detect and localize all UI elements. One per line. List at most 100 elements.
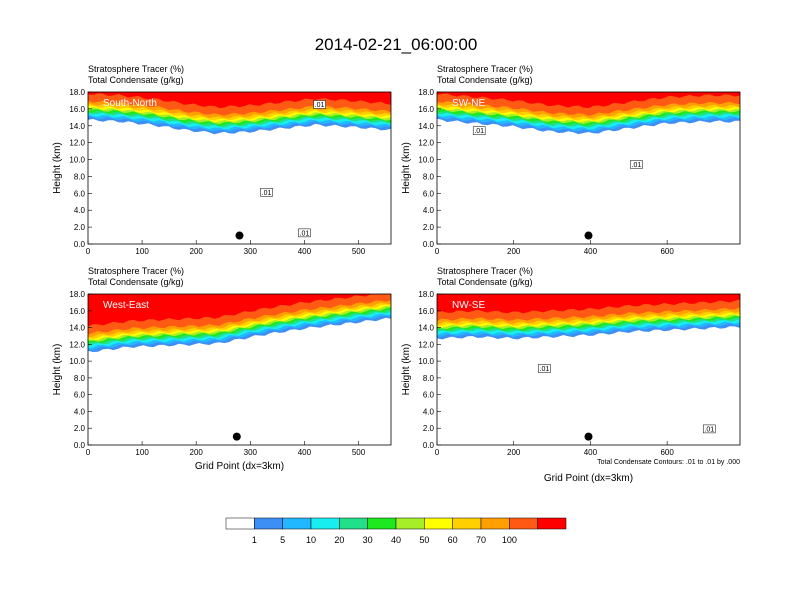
colorbar-swatch <box>480 517 510 530</box>
x-tick-label: 200 <box>190 247 204 256</box>
field-label-tracer: Stratosphere Tracer (%) <box>88 266 184 276</box>
panel-name: West-East <box>103 300 149 311</box>
x-tick-label: 0 <box>435 448 440 457</box>
y-tick-label: 0.0 <box>423 240 435 249</box>
contour-label: .01 <box>474 128 484 135</box>
x-tick-label: 600 <box>660 247 674 256</box>
colorbar-label: 60 <box>448 535 458 545</box>
colorbar-swatch <box>395 517 425 530</box>
y-tick-label: 16.0 <box>69 105 85 114</box>
figure-title: 2014-02-21_06:00:00 <box>315 35 478 54</box>
y-tick-label: 18.0 <box>418 290 434 299</box>
location-dot <box>235 231 244 240</box>
y-tick-label: 12.0 <box>69 340 85 349</box>
y-tick-label: 2.0 <box>423 223 435 232</box>
y-tick-label: 8.0 <box>74 374 86 383</box>
y-tick-label: 10.0 <box>69 357 85 366</box>
location-dot <box>584 231 593 240</box>
plot-frame <box>436 91 741 245</box>
y-tick-label: 14.0 <box>418 122 434 131</box>
colorbar-swatch <box>452 517 482 530</box>
tracer-band-11 <box>437 294 740 314</box>
y-tick-label: 16.0 <box>69 307 85 316</box>
colorbar-swatch <box>424 517 453 530</box>
x-tick-label: 500 <box>352 247 366 256</box>
x-tick-label: 100 <box>135 247 149 256</box>
x-tick-label: 0 <box>86 448 91 457</box>
contour-label: .01 <box>704 426 714 433</box>
plot-frame <box>436 293 741 446</box>
y-tick-label: 2.0 <box>423 424 435 433</box>
plot-frame <box>87 91 392 245</box>
colorbar-swatch <box>537 517 567 530</box>
tracer-band-11 <box>88 92 391 108</box>
x-tick-label: 200 <box>507 448 521 457</box>
x-axis-label: Grid Point (dx=3km) <box>544 473 633 484</box>
x-tick-label: 300 <box>244 448 258 457</box>
field-label-tracer: Stratosphere Tracer (%) <box>88 64 184 74</box>
location-dot <box>584 432 593 441</box>
y-tick-label: 4.0 <box>423 206 435 215</box>
x-tick-label: 500 <box>352 448 366 457</box>
colorbar-swatch <box>254 517 283 530</box>
y-axis-label: Height (km) <box>52 344 63 396</box>
colorbar-label: 50 <box>419 535 429 545</box>
y-tick-label: 14.0 <box>69 122 85 131</box>
y-tick-label: 8.0 <box>423 374 435 383</box>
contour-label: .01 <box>315 102 325 109</box>
y-axis-label: Height (km) <box>401 142 412 194</box>
colorbar-swatch <box>225 517 255 530</box>
y-tick-label: 10.0 <box>418 156 434 165</box>
y-tick-label: 2.0 <box>74 424 86 433</box>
contour-label-box <box>703 424 716 434</box>
contour-label-box <box>298 228 311 238</box>
tracer-field <box>437 92 740 244</box>
colorbar-label: 5 <box>280 535 285 545</box>
y-tick-label: 6.0 <box>423 189 435 198</box>
x-tick-label: 0 <box>86 247 91 256</box>
colorbar: 1 5 10 20 30 40 50 60 70 100 <box>225 517 567 545</box>
contour-note: Total Condensate Contours: .01 to .01 by… <box>597 459 740 466</box>
field-label-condensate: Total Condensate (g/kg) <box>88 277 184 287</box>
contour-label: .01 <box>540 366 550 373</box>
field-label-tracer: Stratosphere Tracer (%) <box>437 266 533 276</box>
colorbar-label: 20 <box>334 535 344 545</box>
colorbar-swatch <box>509 517 538 530</box>
x-tick-label: 400 <box>584 448 598 457</box>
field-label-condensate: Total Condensate (g/kg) <box>88 75 184 85</box>
panel-name: NW-SE <box>452 300 485 311</box>
y-tick-label: 12.0 <box>418 340 434 349</box>
y-tick-label: 8.0 <box>423 172 435 181</box>
y-tick-label: 10.0 <box>418 357 434 366</box>
contour-label-box <box>313 100 326 109</box>
field-label-condensate: Total Condensate (g/kg) <box>437 277 533 287</box>
x-tick-label: 100 <box>135 448 149 457</box>
contour-label-box <box>472 126 486 135</box>
y-tick-label: 14.0 <box>69 324 85 333</box>
y-tick-label: 4.0 <box>74 206 86 215</box>
y-axis-label: Height (km) <box>401 344 412 396</box>
y-tick-label: 10.0 <box>69 156 85 165</box>
tracer-field <box>88 294 391 445</box>
y-tick-label: 6.0 <box>423 391 435 400</box>
y-tick-label: 12.0 <box>69 139 85 148</box>
y-tick-label: 18.0 <box>69 88 85 97</box>
colorbar-swatch <box>367 517 397 530</box>
colorbar-label: 30 <box>363 535 373 545</box>
panel-south-north: South-North .01 .01 .01 0 100 200 300 400 500 0.0 2… <box>52 64 392 256</box>
colorbar-swatch <box>339 517 368 530</box>
y-tick-label: 0.0 <box>423 441 435 450</box>
tracer-field <box>88 92 391 244</box>
colorbar-label: 100 <box>502 535 517 545</box>
panel-name: South-North <box>103 98 157 109</box>
x-tick-label: 200 <box>507 247 521 256</box>
y-axis-label: Height (km) <box>52 142 63 194</box>
x-tick-label: 300 <box>244 247 258 256</box>
x-tick-label: 600 <box>660 448 674 457</box>
tracer-band-11 <box>437 92 740 109</box>
x-axis-label: Grid Point (dx=3km) <box>195 461 284 472</box>
colorbar-swatch <box>310 517 340 530</box>
x-tick-label: 400 <box>298 247 312 256</box>
contour-label-box <box>538 364 551 373</box>
panel-name: SW-NE <box>452 98 485 109</box>
